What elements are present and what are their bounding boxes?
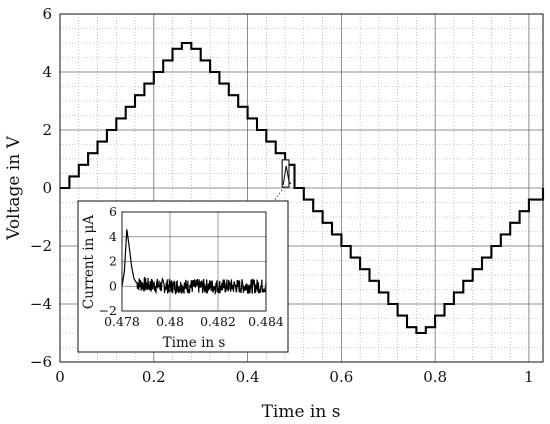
inset-series-line — [121, 229, 267, 295]
main-y-tick-label: 0 — [42, 179, 52, 197]
inset-series-group — [121, 229, 267, 295]
main-y-tick-label: −2 — [30, 237, 52, 255]
inset-y-tick-label: 0 — [109, 278, 117, 293]
main-x-tick-label: 0.4 — [236, 368, 260, 386]
inset-x-axis-label: Time in s — [163, 335, 226, 351]
main-y-tick-label: −4 — [30, 295, 52, 313]
main-series-line — [60, 41, 545, 335]
main-y-axis-label: Voltage in V — [4, 135, 24, 240]
inset-x-tick-labels: 0.478 0.48 0.482 0.484 — [104, 314, 284, 329]
main-x-tick-label: 0.8 — [423, 368, 447, 386]
inset-y-axis-label: Current in μA — [81, 215, 97, 309]
inset-x-tick-label: 0.478 — [104, 314, 140, 329]
main-plot-frame — [59, 13, 544, 363]
inset-y-tick-label: 4 — [109, 229, 117, 244]
main-x-tick-label: 1 — [524, 368, 534, 386]
main-y-tick-label: 2 — [42, 121, 52, 139]
main-x-tick-label: 0 — [55, 368, 65, 386]
inset-x-tick-label: 0.484 — [248, 314, 284, 329]
main-x-tick-labels: 0 0.2 0.4 0.6 0.8 1 — [55, 368, 533, 386]
main-highlight-group — [281, 159, 292, 188]
main-x-axis-label: Time in s — [262, 402, 341, 422]
main-highlight-trace — [282, 165, 292, 186]
main-y-tick-label: −6 — [30, 353, 52, 371]
inset-plot-frame — [121, 211, 267, 312]
main-y-tick-label: 6 — [42, 5, 52, 23]
inset-chart: 0.478 0.48 0.482 0.484 −2 0 2 4 6 Time in s Cur… — [77, 200, 289, 353]
inset-x-tick-label: 0.482 — [200, 314, 236, 329]
inset-y-tick-label: 6 — [109, 204, 117, 219]
main-highlight-box — [281, 159, 290, 188]
inset-y-tick-labels: −2 0 2 4 6 — [99, 204, 117, 318]
main-series-group — [60, 41, 545, 335]
main-x-tick-label: 0.2 — [142, 368, 166, 386]
main-y-tick-label: 4 — [42, 63, 52, 81]
main-x-tick-label: 0.6 — [329, 368, 353, 386]
inset-y-tick-label: −2 — [99, 303, 117, 318]
inset-x-tick-label: 0.48 — [156, 314, 184, 329]
inset-y-tick-label: 2 — [109, 254, 117, 269]
main-y-tick-labels: −6 −4 −2 0 2 4 6 — [30, 5, 52, 371]
